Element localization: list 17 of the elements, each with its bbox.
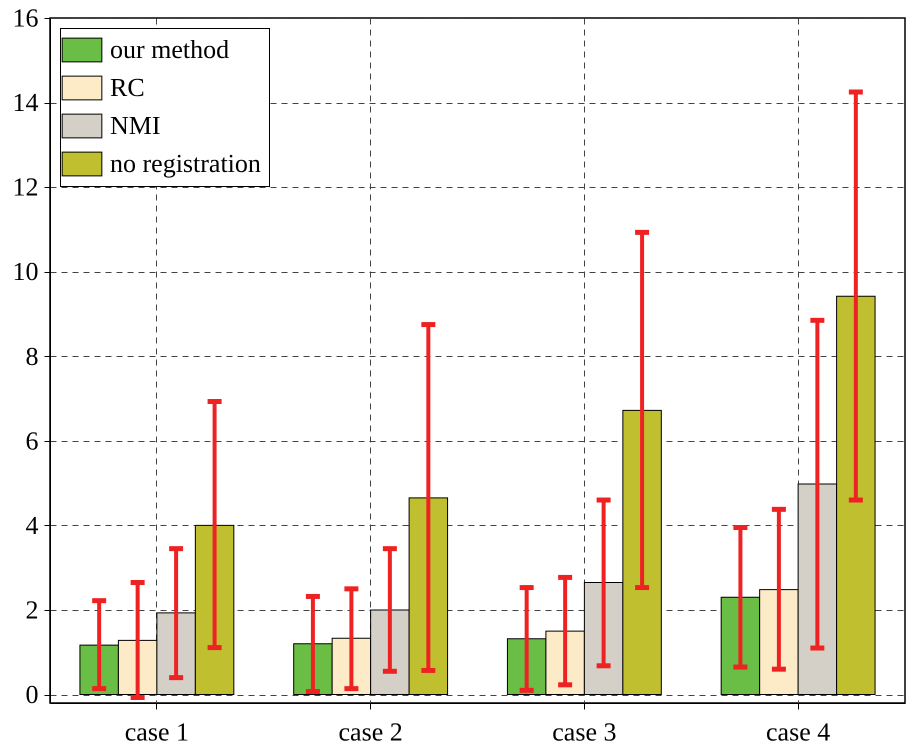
legend-label: NMI xyxy=(110,111,161,140)
x-tick-label: case 2 xyxy=(338,718,403,746)
x-tick-label: case 1 xyxy=(124,718,189,746)
y-tick-label: 14 xyxy=(12,88,38,118)
y-tick-label: 6 xyxy=(26,426,38,456)
y-tick-label: 16 xyxy=(12,4,38,32)
y-tick-label: 10 xyxy=(12,257,38,286)
y-tick-label: 0 xyxy=(26,680,38,710)
y-tick-label: 12 xyxy=(12,172,38,202)
y-tick-label: 2 xyxy=(26,595,38,624)
y-tick-label: 4 xyxy=(26,510,38,540)
x-tick-label: case 3 xyxy=(552,718,616,746)
legend-label: RC xyxy=(110,73,145,102)
y-tick-label: 8 xyxy=(26,342,38,371)
x-tick-label: case 4 xyxy=(766,718,830,746)
legend-label: no registration xyxy=(110,149,261,178)
legend-label: our method xyxy=(110,35,230,64)
